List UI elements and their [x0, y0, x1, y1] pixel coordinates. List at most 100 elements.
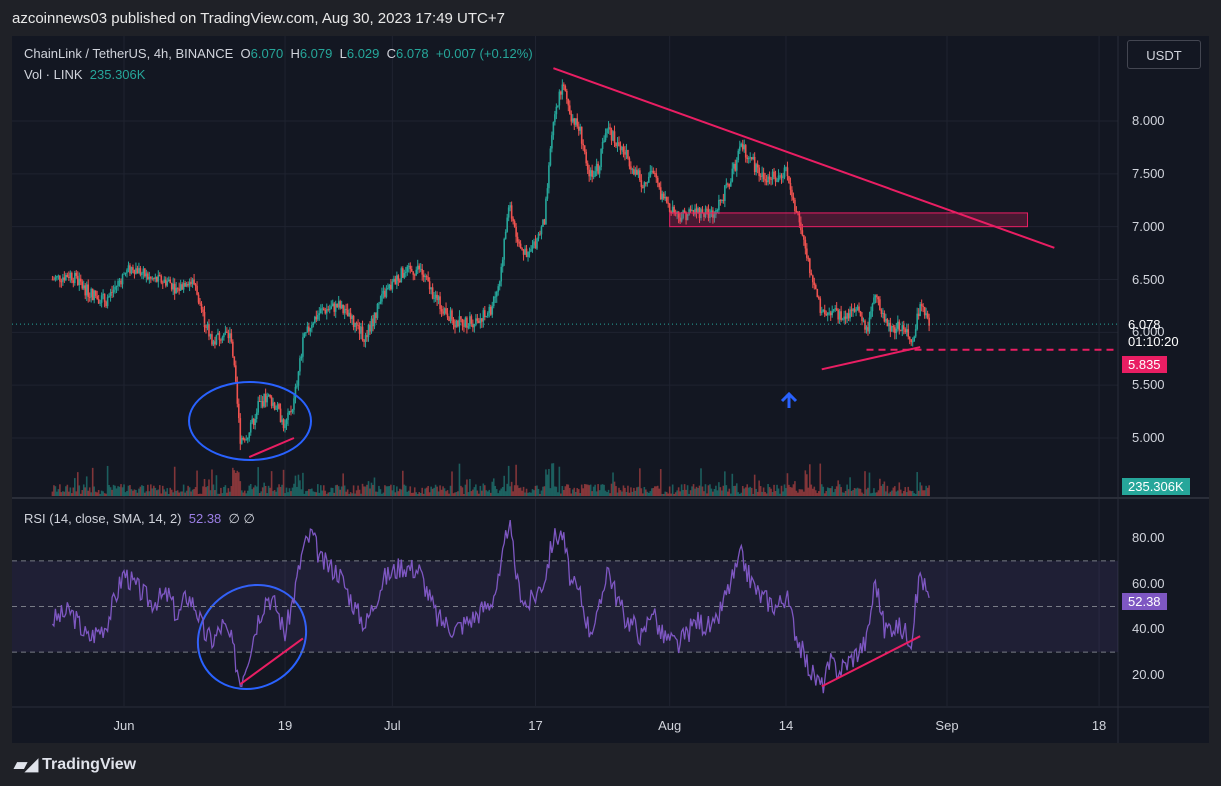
candle-body: [770, 179, 772, 180]
volume-bar: [288, 488, 291, 496]
volume-bar: [806, 474, 808, 496]
candle-body: [813, 282, 816, 286]
volume-bar: [257, 467, 259, 496]
candle-body: [825, 314, 828, 316]
volume-bar: [381, 493, 383, 496]
candle-body: [867, 327, 869, 332]
candle-body: [899, 330, 902, 332]
candle-body: [503, 238, 505, 260]
candle-body: [513, 221, 516, 227]
currency-button[interactable]: USDT: [1127, 40, 1201, 69]
candle-body: [181, 284, 183, 290]
tradingview-logo[interactable]: ▰◢ TradingView: [14, 755, 136, 775]
volume-bar: [457, 491, 459, 496]
candle-body: [835, 308, 838, 311]
volume-bar: [349, 492, 352, 496]
candle-body: [668, 203, 671, 212]
candle-body: [75, 272, 78, 276]
candle-body: [138, 268, 140, 274]
volume-bar: [300, 489, 303, 496]
volume-bar: [773, 484, 775, 496]
candle-body: [281, 419, 283, 423]
volume-bar: [418, 492, 421, 496]
volume-bar: [197, 493, 200, 496]
candle-body: [619, 146, 622, 151]
volume-bar: [876, 492, 878, 496]
chart-panel[interactable]: [12, 36, 1209, 743]
candle-body: [97, 298, 100, 304]
candle-body: [734, 163, 737, 171]
volume-bar: [470, 491, 473, 496]
volume-bar: [807, 487, 810, 496]
candle-body: [215, 335, 218, 345]
volume-bar: [730, 493, 732, 496]
volume-bar: [643, 486, 646, 496]
volume-bar: [756, 491, 759, 496]
volume-bar: [792, 484, 795, 496]
candle-body: [53, 279, 55, 281]
candle-body: [925, 313, 927, 316]
rsi-pane: [12, 520, 1118, 694]
candle-body: [913, 336, 915, 342]
volume-bar: [127, 485, 130, 496]
candle-body: [100, 295, 103, 303]
candle-body: [361, 326, 364, 341]
candle-body: [54, 277, 57, 280]
candle-body: [548, 165, 550, 189]
volume-bar: [904, 487, 907, 496]
candle-body: [749, 157, 751, 159]
volume-bar: [308, 489, 310, 496]
candle-body: [527, 251, 529, 258]
candle-body: [579, 126, 582, 131]
candle-body: [369, 324, 371, 332]
candle-body: [57, 275, 60, 277]
volume-bar: [718, 482, 720, 496]
candle-body: [919, 304, 921, 317]
candle-body: [449, 310, 452, 321]
drawings: [12, 67, 1118, 691]
volume-legend: Vol · LINK 235.306K: [24, 67, 145, 82]
volume-bar: [837, 480, 839, 496]
candle-body: [501, 259, 504, 267]
candle-body: [771, 171, 774, 180]
volume-bar: [591, 491, 593, 496]
candle-body: [785, 167, 787, 169]
rsi-rising-line-june: [239, 637, 304, 685]
candle-body: [761, 172, 763, 177]
volume-bar: [574, 491, 577, 496]
candle-body: [492, 296, 495, 307]
volume-bar: [188, 487, 191, 496]
candle-body: [922, 305, 924, 307]
volume-bar: [434, 484, 437, 496]
high-label: H: [290, 46, 300, 61]
candle-body: [56, 276, 58, 278]
volume-bar: [132, 490, 134, 496]
volume-bar: [724, 471, 726, 496]
candle-body: [661, 193, 664, 200]
volume-bar: [885, 491, 887, 496]
volume-bar: [121, 487, 124, 496]
volume-bar: [646, 491, 649, 496]
candle-body: [305, 332, 307, 334]
candle-body: [709, 212, 711, 218]
volume-bar: [548, 468, 550, 496]
volume-bar: [267, 485, 270, 496]
volume-bar: [525, 488, 528, 496]
candle-body: [594, 171, 596, 177]
volume-bar: [913, 493, 915, 496]
candle-body: [894, 327, 896, 334]
candle-body: [349, 312, 352, 320]
candle-body: [586, 163, 589, 170]
volume-bar: [777, 488, 780, 496]
volume-bar: [779, 493, 781, 496]
volume-bar: [694, 488, 696, 496]
volume-bar: [430, 486, 432, 496]
volume-bar: [303, 493, 306, 496]
candle-body: [789, 182, 792, 190]
volume-bar: [640, 488, 643, 496]
candle-body: [147, 273, 149, 280]
volume-bar: [634, 490, 637, 496]
candle-body: [419, 268, 422, 270]
volume-bar: [427, 485, 429, 496]
